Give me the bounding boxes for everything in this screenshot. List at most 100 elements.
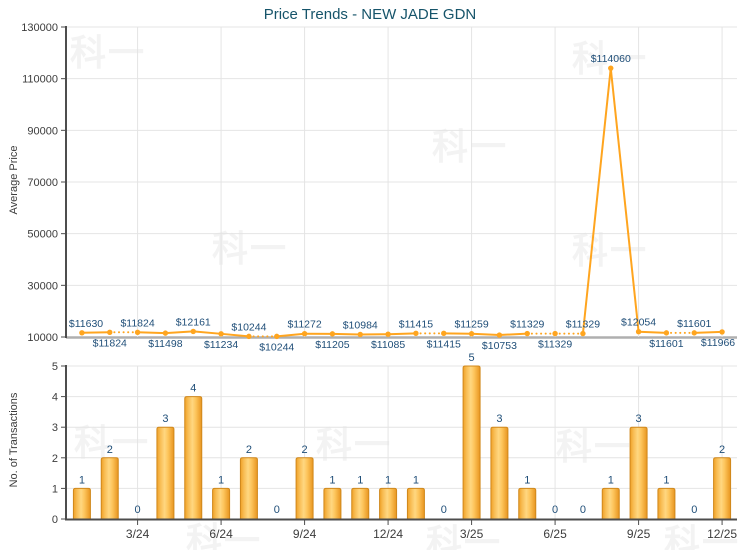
price-point-label: $11498 xyxy=(148,338,182,350)
bar-value-label: 3 xyxy=(496,413,502,425)
price-point-marker xyxy=(468,331,475,337)
price-point-label: $11205 xyxy=(315,339,349,351)
price-line-segment xyxy=(81,331,110,334)
volume-x-tick-label: 12/25 xyxy=(707,527,737,541)
price-point-marker xyxy=(218,331,224,337)
bar-value-label-zero: 0 xyxy=(135,504,141,516)
price-point-label: $11234 xyxy=(204,339,238,351)
price-point-marker xyxy=(413,330,419,337)
bar-value-label: 1 xyxy=(357,474,363,486)
price-point-label: $11601 xyxy=(649,338,683,350)
price-line-segment xyxy=(499,332,528,337)
price-point-marker xyxy=(134,329,141,335)
price-point-marker xyxy=(635,328,642,335)
price-point-marker xyxy=(663,330,670,336)
price-point-label: $12161 xyxy=(176,316,211,328)
transaction-bar xyxy=(657,487,676,520)
price-line-chart: 10000 30000 50000 70000 90000 110000 130000 $11… xyxy=(21,22,737,353)
volume-y-tick-label: 5 xyxy=(52,361,58,373)
transaction-bar xyxy=(462,365,481,520)
transaction-bar xyxy=(713,457,732,520)
transaction-bar xyxy=(295,457,314,520)
bar-value-label: 4 xyxy=(190,383,196,395)
price-y-tick-label: 90000 xyxy=(27,125,58,137)
price-point-marker xyxy=(719,329,725,335)
price-point-marker xyxy=(524,330,530,337)
transaction-bar xyxy=(351,487,370,520)
transaction-bar xyxy=(184,396,203,520)
chart-title: Price Trends - NEW JADE GDN xyxy=(263,6,477,23)
volume-x-tick-label: 9/24 xyxy=(293,527,317,541)
transaction-bar xyxy=(212,487,231,520)
price-point-marker xyxy=(329,331,336,337)
bar-value-label: 1 xyxy=(608,474,614,486)
volume-x-tick-label: 3/25 xyxy=(460,527,484,541)
price-point-label: $10984 xyxy=(343,319,378,331)
bar-value-label: 3 xyxy=(636,413,642,425)
bar-value-label-zero: 0 xyxy=(552,504,558,516)
volume-y-tick-label: 3 xyxy=(52,422,58,434)
transaction-bar xyxy=(323,487,342,520)
bar-value-label: 2 xyxy=(719,444,725,456)
price-point-label: $11329 xyxy=(510,319,544,331)
price-point-label: $11630 xyxy=(69,318,103,330)
price-y-tick-label: 50000 xyxy=(27,229,58,241)
price-point-label: $11329 xyxy=(538,339,572,351)
price-point-marker xyxy=(552,330,558,337)
volume-y-tick-label: 2 xyxy=(52,453,58,465)
price-line-segment xyxy=(276,332,305,338)
price-point-label: $10753 xyxy=(482,340,517,352)
bar-value-label: 2 xyxy=(107,444,113,456)
bar-value-label: 1 xyxy=(385,474,391,486)
price-point-label: $12054 xyxy=(621,317,656,329)
bar-value-label: 1 xyxy=(524,474,530,486)
volume-x-tick-label: 9/25 xyxy=(627,527,651,541)
price-point-marker xyxy=(441,330,447,337)
price-point-label: $11329 xyxy=(566,319,600,331)
price-y-tick-label: 130000 xyxy=(21,22,58,34)
bar-value-label: 2 xyxy=(302,444,308,456)
price-point-marker xyxy=(580,330,586,337)
price-line-segment xyxy=(638,330,667,334)
transaction-bar xyxy=(518,487,537,520)
transaction-bar xyxy=(629,426,648,520)
transaction-bar xyxy=(156,426,175,520)
volume-x-tick-label: 12/24 xyxy=(373,527,403,541)
price-point-marker xyxy=(496,332,503,338)
price-point-label: $11824 xyxy=(120,317,154,329)
bar-value-label: 2 xyxy=(246,444,252,456)
transaction-bar xyxy=(72,487,91,520)
bar-value-label: 1 xyxy=(79,474,85,486)
transaction-bar xyxy=(239,457,258,520)
bar-value-label: 1 xyxy=(218,474,224,486)
price-line-segment xyxy=(332,332,361,336)
price-line-segment xyxy=(220,332,250,338)
price-line-segment xyxy=(165,330,194,335)
transaction-bar xyxy=(601,487,620,520)
bar-value-label-zero: 0 xyxy=(580,504,586,516)
price-point-label: $11085 xyxy=(371,339,405,351)
price-y-tick-label: 10000 xyxy=(27,332,58,344)
price-point-marker xyxy=(79,330,85,336)
price-y-tick-label: 30000 xyxy=(27,280,58,292)
bar-value-label: 1 xyxy=(413,474,419,486)
volume-y-tick-label: 4 xyxy=(52,392,58,404)
price-line-segment xyxy=(609,68,640,332)
price-point-label: $11415 xyxy=(427,338,461,350)
price-line-segment xyxy=(581,68,612,334)
price-line-segment xyxy=(471,332,500,337)
price-point-label: $11966 xyxy=(701,337,735,349)
bar-value-label-zero: 0 xyxy=(274,504,280,516)
volume-x-tick-label: 6/25 xyxy=(543,527,567,541)
price-point-label: $11824 xyxy=(93,337,127,349)
price-y-tick-label: 110000 xyxy=(22,74,58,86)
bar-value-label-zero: 0 xyxy=(441,504,447,516)
price-point-marker xyxy=(162,330,169,336)
price-point-label: $114060 xyxy=(591,53,631,65)
price-point-marker xyxy=(691,330,697,336)
transaction-bar xyxy=(100,457,119,520)
volume-y-tick-label: 0 xyxy=(52,514,58,526)
price-point-label: $10244 xyxy=(259,341,294,353)
